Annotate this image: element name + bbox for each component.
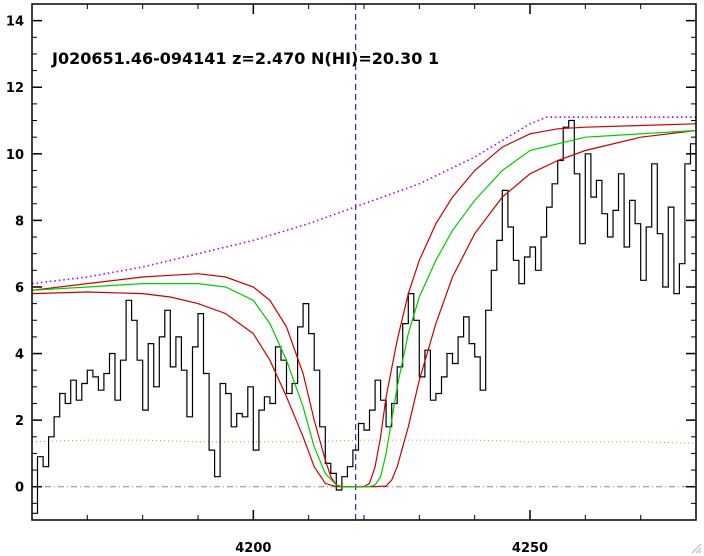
y-tick-label: 12 xyxy=(6,81,24,96)
plot-area xyxy=(32,4,696,520)
model-fit-line xyxy=(32,129,696,488)
flux-spectrum-line xyxy=(32,119,696,514)
y-tick-label: 14 xyxy=(6,15,24,30)
axes: 0 2 4 6 8 10 12 14 4200 4250 xyxy=(6,3,697,556)
x-tick-label: 4200 xyxy=(235,541,271,556)
resize-grip-icon[interactable] xyxy=(690,542,702,554)
error-spectrum-line xyxy=(32,439,696,444)
y-tick-label: 2 xyxy=(15,414,24,429)
y-tick-label: 6 xyxy=(15,281,24,296)
continuum-line xyxy=(32,116,696,285)
x-tick-label: 4250 xyxy=(512,541,548,556)
y-tick-label: 8 xyxy=(15,214,24,229)
y-tick-label: 4 xyxy=(15,348,24,363)
y-tick-label: 0 xyxy=(15,481,24,496)
y-tick-label: 10 xyxy=(6,148,24,163)
chart-title: J020651.46-094141 z=2.470 N(HI)=20.30 1 xyxy=(51,49,439,68)
